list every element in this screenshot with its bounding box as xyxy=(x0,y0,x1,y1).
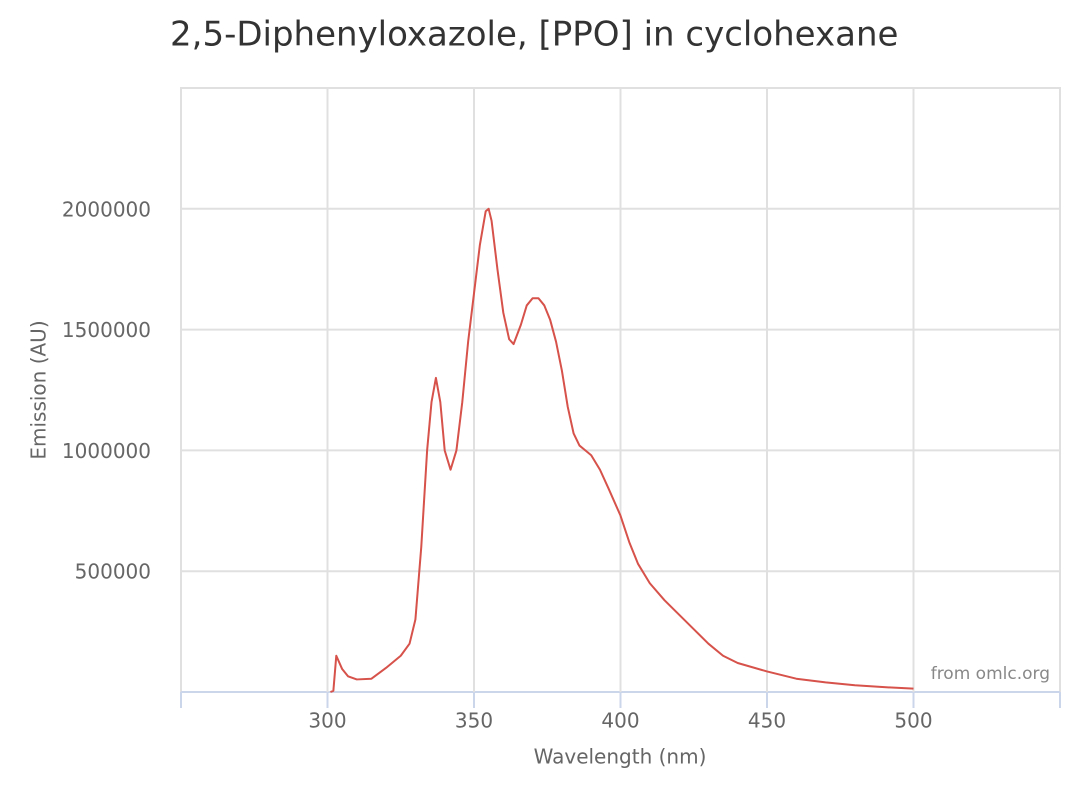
y-tick-label: 1000000 xyxy=(62,439,151,463)
y-axis-label: Emission (AU) xyxy=(27,320,51,459)
y-tick-label: 2000000 xyxy=(62,197,151,221)
x-tick-label: 350 xyxy=(455,709,493,733)
x-tick-label: 500 xyxy=(894,709,932,733)
y-tick-label: 1500000 xyxy=(62,318,151,342)
x-tick-label: 300 xyxy=(308,709,346,733)
x-tick-label: 400 xyxy=(601,709,639,733)
data-line xyxy=(330,207,914,693)
source-note: from omlc.org xyxy=(931,664,1050,684)
y-tick-label: 500000 xyxy=(75,560,151,584)
chart-title: 2,5-Diphenyloxazole, [PPO] in cyclohexan… xyxy=(170,15,898,55)
x-axis-label: Wavelength (nm) xyxy=(534,745,707,769)
x-tick-label: 450 xyxy=(748,709,786,733)
